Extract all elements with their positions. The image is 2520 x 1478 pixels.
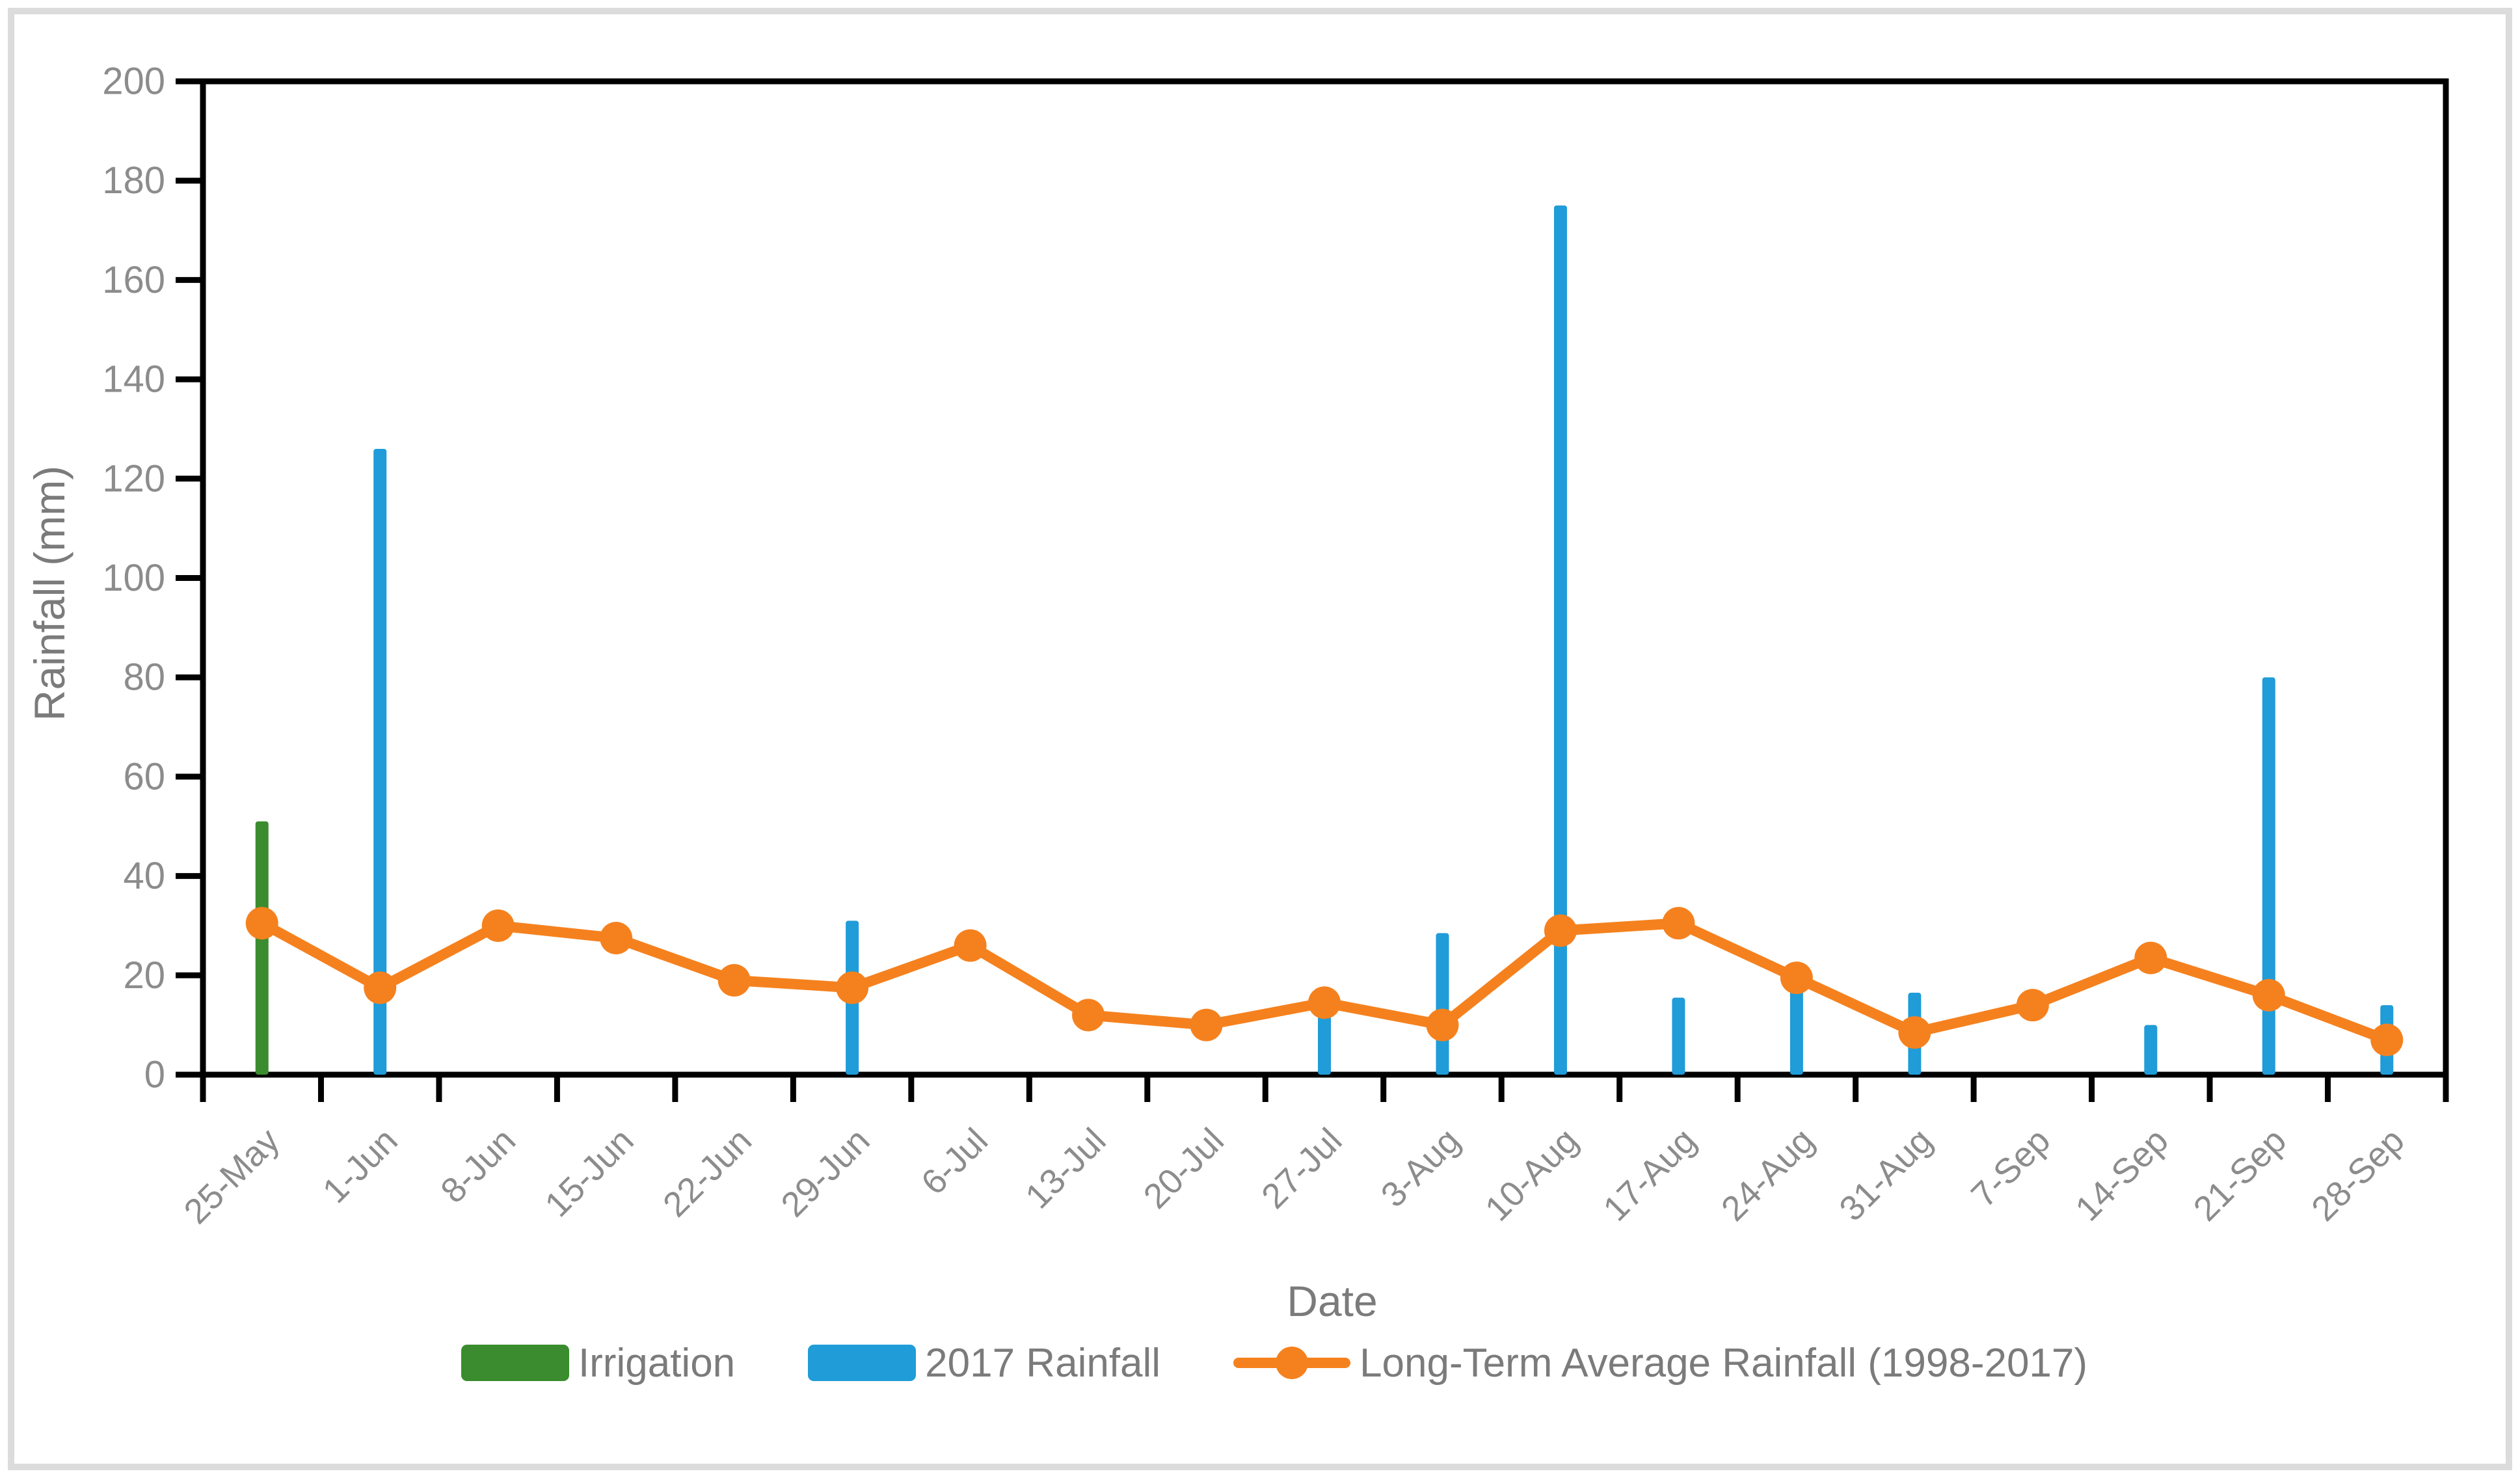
avg-marker-6-Jul	[954, 929, 987, 962]
x-tick-label: 24-Aug	[1714, 1121, 1822, 1229]
legend-label: Long-Term Average Rainfall (1998-2017)	[1360, 1340, 2088, 1386]
avg-marker-22-Jun	[717, 963, 751, 997]
x-tick-label: 10-Aug	[1478, 1121, 1586, 1229]
rainfall-bar-14-Sep	[2144, 1025, 2158, 1075]
avg-marker-14-Sep	[2134, 941, 2167, 974]
avg-marker-21-Sep	[2252, 978, 2285, 1012]
avg-marker-29-Jun	[836, 971, 869, 1004]
x-tick-label: 20-Jul	[1136, 1121, 1231, 1216]
legend-swatch-bar	[461, 1345, 569, 1381]
rainfall-bar-21-Sep	[2262, 677, 2275, 1075]
x-axis-title: Date	[1287, 1277, 1378, 1325]
legend-swatch-bar	[808, 1345, 917, 1381]
avg-marker-8-Jun	[481, 909, 515, 942]
legend-label: Irrigation	[578, 1340, 736, 1386]
x-tick-label: 17-Aug	[1596, 1121, 1704, 1229]
y-tick-label: 180	[102, 159, 165, 202]
x-tick-label: 25-May	[176, 1121, 287, 1231]
x-tick-label: 13-Jul	[1018, 1121, 1113, 1216]
rainfall-bar-3-Aug	[1436, 933, 1449, 1075]
y-tick-label: 140	[102, 358, 165, 401]
y-tick-label: 60	[123, 755, 165, 798]
x-tick-label: 29-Jun	[773, 1121, 877, 1224]
avg-marker-15-Jun	[600, 922, 633, 955]
y-axis-title: Rainfall (mm)	[25, 465, 74, 721]
legend-item-2017-rainfall: 2017 Rainfall	[808, 1340, 1160, 1386]
x-tick-label: 15-Jun	[537, 1121, 641, 1224]
avg-marker-13-Jul	[1072, 999, 1105, 1032]
rainfall-chart: 0 20 40 60 80 100 120 140 160 180 200 25-May 1-Jun 8-…	[102, 60, 2449, 1231]
x-tick-label: 28-Sep	[2304, 1121, 2412, 1229]
avg-marker-31-Aug	[1898, 1016, 1931, 1049]
y-tick-label: 80	[123, 656, 165, 699]
y-tick-label: 40	[123, 855, 165, 897]
rainfall-bar-10-Aug	[1553, 205, 1567, 1075]
x-tick-label: 21-Sep	[2186, 1121, 2294, 1229]
y-tick-label: 100	[102, 557, 165, 599]
x-tick-label: 14-Sep	[2068, 1121, 2176, 1229]
avg-marker-20-Jul	[1190, 1008, 1223, 1041]
x-tick-label: 7-Sep	[1964, 1121, 2058, 1215]
y-tick-label: 0	[144, 1054, 165, 1096]
x-tick-label: 31-Aug	[1832, 1121, 1940, 1229]
avg-marker-10-Aug	[1544, 914, 1577, 947]
legend-marker-sample	[1276, 1347, 1309, 1379]
legend-item-irrigation: Irrigation	[461, 1340, 735, 1386]
rainfall-bar-1-Jun	[373, 448, 387, 1075]
avg-marker-7-Sep	[2016, 989, 2049, 1022]
x-tick-label: 6-Jul	[914, 1121, 995, 1202]
y-tick-label: 200	[102, 60, 165, 103]
x-tick-label: 22-Jun	[656, 1121, 759, 1224]
x-tick-label: 3-Aug	[1374, 1121, 1468, 1215]
rainfall-bar-27-Jul	[1318, 1000, 1331, 1075]
y-tick-label: 160	[102, 259, 165, 301]
avg-marker-1-Jun	[364, 971, 397, 1004]
legend-item-long-term-average-rainfall-1998-2017: Long-Term Average Rainfall (1998-2017)	[1233, 1340, 2087, 1386]
y-tick-label: 120	[102, 457, 165, 500]
x-tick-label: 1-Jun	[315, 1121, 405, 1211]
legend-swatch-line	[1233, 1344, 1351, 1382]
legend-label: 2017 Rainfall	[925, 1340, 1161, 1386]
irrigation-bar-25-May	[255, 821, 269, 1075]
avg-marker-17-Aug	[1662, 907, 1695, 940]
x-tick-label: 8-Jun	[433, 1121, 523, 1211]
avg-marker-25-May	[245, 907, 278, 940]
rainfall-bar-17-Aug	[1672, 997, 1685, 1075]
avg-marker-28-Sep	[2370, 1023, 2404, 1056]
legend: Irrigation 2017 Rainfall Long-Term Average…	[14, 1334, 2520, 1392]
avg-marker-3-Aug	[1426, 1008, 1459, 1041]
y-tick-label: 20	[123, 954, 165, 997]
chart-frame: 0 20 40 60 80 100 120 140 160 180 200 25-May 1-Jun 8-…	[8, 8, 2512, 1470]
avg-marker-27-Jul	[1308, 986, 1341, 1019]
x-tick-label: 27-Jul	[1254, 1121, 1349, 1216]
avg-marker-24-Aug	[1780, 961, 1813, 995]
